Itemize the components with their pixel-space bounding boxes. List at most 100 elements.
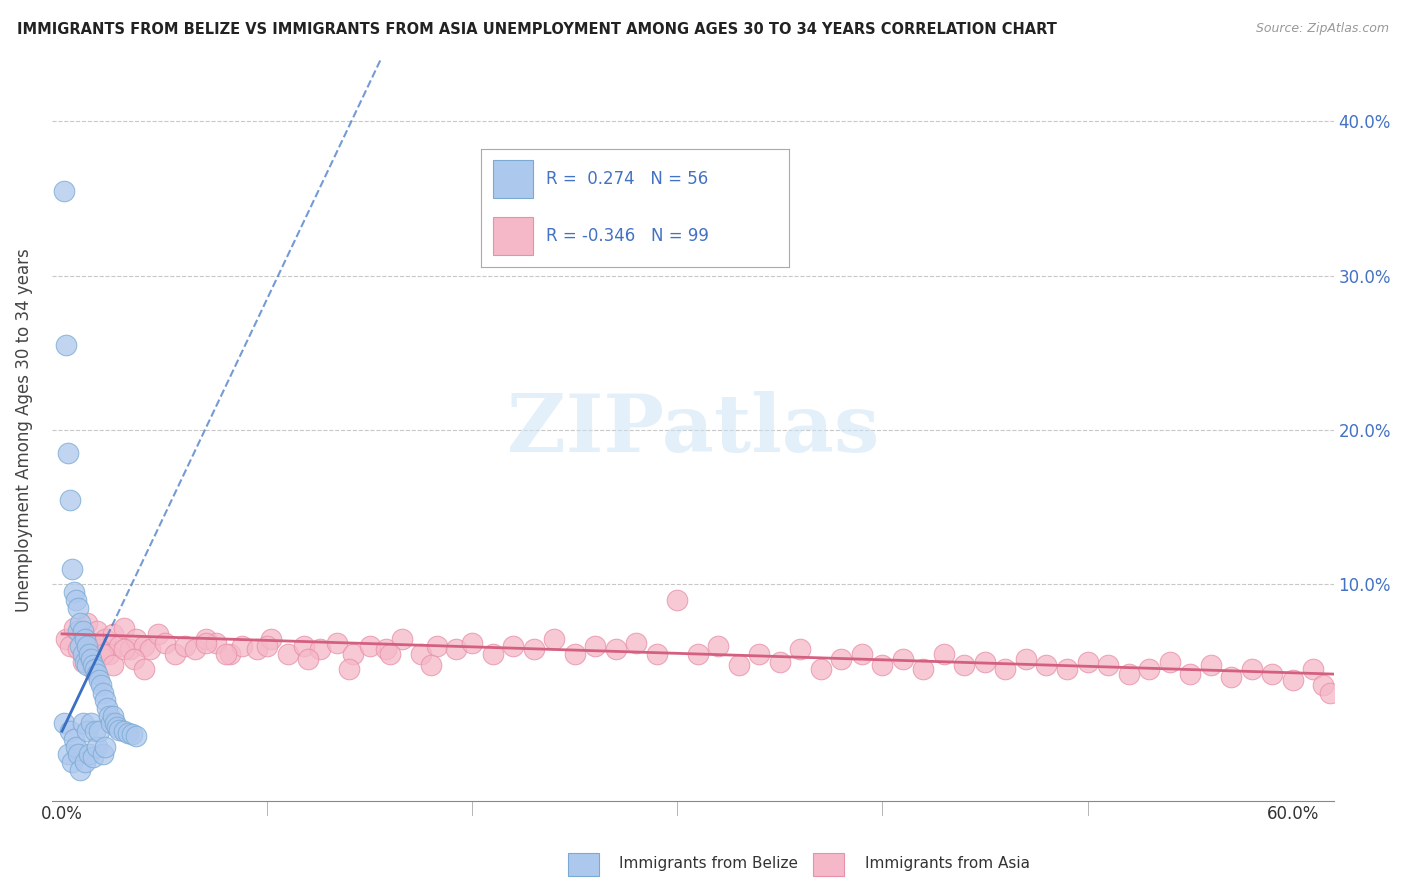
Point [73, 632, 96, 646]
Point [55, 632, 77, 646]
Text: ZIPatlas: ZIPatlas [506, 391, 879, 469]
Point [53, 716, 76, 731]
Point [337, 662, 360, 676]
Point [59, 724, 82, 739]
Point [872, 657, 894, 672]
Point [148, 627, 170, 641]
Point [94, 739, 117, 754]
Point [108, 723, 131, 737]
Point [96, 701, 118, 715]
Point [80, 636, 103, 650]
Point [69, 639, 91, 653]
Point [82, 750, 104, 764]
Point [82, 657, 104, 672]
Point [359, 639, 381, 653]
Point [1015, 651, 1038, 665]
Point [277, 647, 299, 661]
Point [67, 624, 90, 638]
Point [91, 647, 114, 661]
Point [86, 739, 108, 754]
Point [748, 647, 770, 661]
Point [215, 647, 238, 661]
Point [769, 655, 792, 669]
Point [219, 647, 242, 661]
Point [112, 724, 135, 739]
Point [1261, 667, 1284, 681]
Point [90, 642, 112, 657]
Y-axis label: Unemployment Among Ages 30 to 34 years: Unemployment Among Ages 30 to 34 years [15, 248, 32, 612]
Point [59, 492, 82, 507]
Point [256, 639, 278, 653]
Point [73, 655, 96, 669]
Point [67, 642, 90, 657]
Point [974, 655, 997, 669]
Point [1302, 662, 1324, 676]
Point [481, 647, 503, 661]
Point [76, 657, 98, 672]
Point [1076, 655, 1098, 669]
Point [444, 642, 467, 657]
Point [125, 729, 148, 743]
Point [564, 647, 586, 661]
Point [82, 639, 104, 653]
Point [91, 685, 114, 699]
Point [1097, 657, 1119, 672]
Point [666, 593, 689, 607]
Point [932, 647, 955, 661]
Point [139, 642, 162, 657]
Point [830, 651, 852, 665]
Point [103, 627, 125, 641]
Point [246, 642, 269, 657]
Text: Immigrants from Belize: Immigrants from Belize [619, 856, 797, 871]
Text: Immigrants from Asia: Immigrants from Asia [865, 856, 1029, 871]
Point [72, 624, 94, 638]
Point [686, 647, 709, 661]
Point [260, 632, 283, 646]
Point [707, 639, 730, 653]
Point [543, 632, 565, 646]
Point [105, 719, 128, 733]
Point [80, 651, 103, 665]
Point [132, 662, 155, 676]
Point [63, 585, 86, 599]
Point [77, 747, 100, 762]
Point [122, 651, 145, 665]
Point [326, 636, 349, 650]
Point [80, 716, 103, 731]
Point [153, 636, 176, 650]
Point [112, 621, 135, 635]
Point [1035, 657, 1057, 672]
Point [72, 627, 94, 641]
Point [194, 632, 217, 646]
Point [375, 642, 398, 657]
Point [82, 662, 104, 676]
Point [76, 616, 98, 631]
Point [91, 747, 114, 762]
Point [851, 647, 873, 661]
Point [380, 647, 402, 661]
Point [426, 639, 449, 653]
Point [72, 647, 94, 661]
Point [727, 657, 749, 672]
Point [104, 716, 127, 731]
Point [205, 636, 228, 650]
Point [56, 747, 79, 762]
Point [118, 642, 141, 657]
Point [309, 642, 332, 657]
Point [1118, 667, 1140, 681]
Point [87, 724, 110, 739]
Point [231, 639, 253, 653]
Point [174, 639, 197, 653]
Point [94, 693, 117, 707]
Point [125, 632, 148, 646]
Point [86, 624, 108, 638]
Point [87, 673, 110, 688]
Point [94, 632, 117, 646]
Point [76, 639, 98, 653]
Text: IMMIGRANTS FROM BELIZE VS IMMIGRANTS FROM ASIA UNEMPLOYMENT AMONG AGES 30 TO 34 : IMMIGRANTS FROM BELIZE VS IMMIGRANTS FRO… [17, 22, 1057, 37]
Point [69, 763, 91, 777]
Point [994, 662, 1017, 676]
Point [108, 639, 131, 653]
Point [100, 716, 122, 731]
Point [297, 651, 319, 665]
